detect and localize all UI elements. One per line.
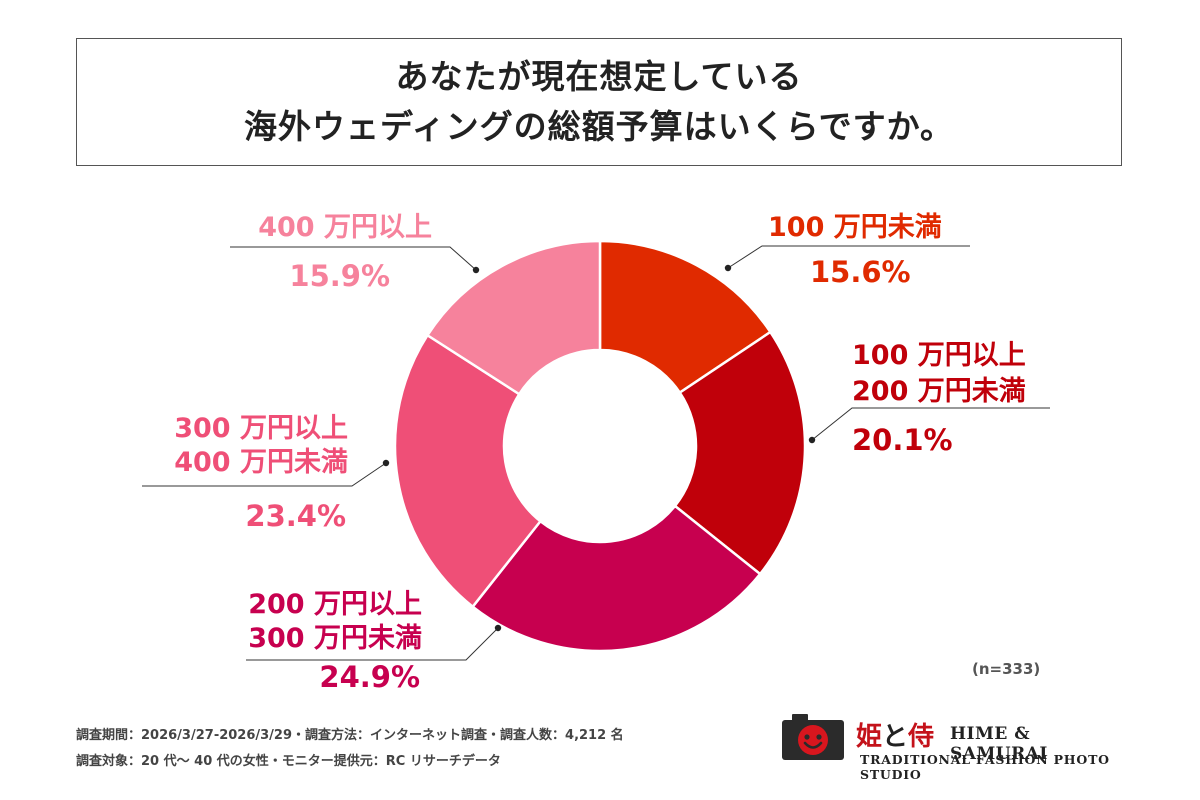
slice-label-4-line-1: 300 万円以上 [174, 413, 348, 444]
slice-label-3-line-2: 300 万円未満 [248, 623, 422, 654]
slice-percent-4: 23.4% [245, 499, 346, 533]
slice-percent-2: 20.1% [852, 423, 953, 457]
slice-label-1-line-1: 100 万円未満 [768, 212, 942, 243]
logo-kanji-hime: 姫 [856, 722, 883, 752]
leader-dot-1 [724, 264, 732, 272]
chart-title-line-1: あなたが現在想定している [395, 57, 803, 96]
survey-target-note: 調査対象：20 代〜 40 代の女性・モニター提供元：RC リサーチデータ [76, 754, 501, 769]
sample-size: (n=333) [972, 660, 1041, 678]
donut-slice-3 [470, 504, 762, 653]
leader-line-3 [246, 627, 499, 661]
camera-icon [782, 714, 844, 760]
brand-logo: 姫と侍 HIME & SAMURAI TRADITIONAL FASHION P… [782, 712, 1127, 782]
slice-label-5-line-1: 400 万円以上 [258, 212, 432, 243]
donut-slice-2 [673, 330, 807, 576]
logo-kanji-to: と [882, 722, 909, 752]
slice-label-4-line-2: 400 万円未満 [174, 447, 348, 478]
logo-kanji: 姫と侍 [856, 716, 934, 753]
slice-percent-1: 15.6% [810, 255, 911, 289]
leader-line-4 [142, 462, 387, 487]
leader-line-5 [230, 246, 477, 271]
donut-slice-1 [598, 239, 773, 395]
leader-dot-2 [808, 436, 816, 444]
donut-slice-4 [393, 333, 543, 609]
logo-name-en: HIME & SAMURAI [950, 724, 1048, 764]
donut-slice-5 [425, 239, 602, 396]
slice-percent-5: 15.9% [289, 259, 390, 293]
leader-line-1 [727, 245, 970, 269]
slice-percent-3: 24.9% [319, 660, 420, 694]
slice-label-2-line-1: 100 万円以上 [852, 340, 1026, 371]
logo-tagline: TRADITIONAL FASHION PHOTO STUDIO [860, 752, 1110, 782]
leader-dot-5 [472, 266, 480, 274]
logo-kanji-samurai: 侍 [908, 722, 935, 752]
survey-period-note: 調査期間：2026/3/27-2026/3/29・調査方法：インターネット調査・… [76, 728, 624, 743]
leader-dot-4 [382, 459, 390, 467]
leader-dot-3 [494, 624, 502, 632]
slice-label-2-line-2: 200 万円未満 [852, 376, 1026, 407]
leader-line-2 [811, 407, 1050, 441]
slice-label-3-line-1: 200 万円以上 [248, 589, 422, 620]
chart-title-line-2: 海外ウェディングの総額予算はいくらですか。 [243, 107, 955, 146]
title-box: あなたが現在想定している 海外ウェディングの総額予算はいくらですか。 [76, 38, 1122, 166]
